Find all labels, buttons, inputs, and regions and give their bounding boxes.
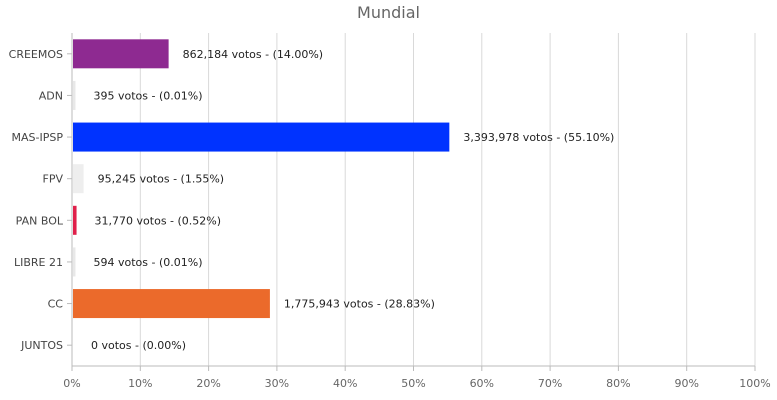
data-label: 3,393,978 votos - (55.10%) <box>463 131 614 144</box>
bar <box>73 205 77 235</box>
bar <box>73 247 76 277</box>
data-label: 594 votos - (0.01%) <box>94 256 203 269</box>
x-tick-label: 60% <box>470 377 494 390</box>
x-tick-label: 90% <box>674 377 698 390</box>
x-tick-label: 100% <box>739 377 770 390</box>
category-label: MAS-IPSP <box>12 131 64 144</box>
chart-title: Mundial <box>357 3 420 22</box>
category-label: LIBRE 21 <box>14 256 63 269</box>
x-tick-label: 20% <box>196 377 220 390</box>
data-label: 95,245 votos - (1.55%) <box>98 173 225 186</box>
category-label: JUNTOS <box>20 339 63 352</box>
bar <box>73 164 84 194</box>
bar <box>73 80 76 110</box>
data-label: 1,775,943 votos - (28.83%) <box>284 298 435 311</box>
x-tick-label: 30% <box>265 377 289 390</box>
data-label: 31,770 votos - (0.52%) <box>95 214 222 227</box>
category-label: CREEMOS <box>9 48 63 61</box>
x-tick-label: 50% <box>401 377 425 390</box>
data-label: 862,184 votos - (14.00%) <box>183 48 324 61</box>
x-tick-label: 40% <box>333 377 357 390</box>
bar <box>73 122 450 152</box>
category-label: PAN BOL <box>16 214 64 227</box>
data-label: 0 votos - (0.00%) <box>91 339 186 352</box>
category-label: CC <box>48 298 64 311</box>
x-tick-label: 0% <box>63 377 80 390</box>
bar <box>73 289 270 319</box>
x-tick-label: 70% <box>538 377 562 390</box>
x-tick-label: 10% <box>128 377 152 390</box>
data-label: 395 votos - (0.01%) <box>94 89 203 102</box>
x-tick-label: 80% <box>606 377 630 390</box>
bar <box>73 39 169 69</box>
category-label: ADN <box>39 89 63 102</box>
category-label: FPV <box>43 173 64 186</box>
